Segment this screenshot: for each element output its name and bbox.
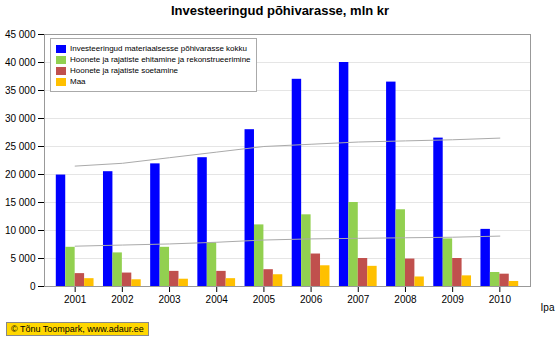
svg-text:15 000: 15 000 [5, 197, 36, 208]
svg-text:35 000: 35 000 [5, 85, 36, 96]
svg-text:2008: 2008 [394, 294, 417, 305]
svg-text:2005: 2005 [253, 294, 276, 305]
svg-text:25 000: 25 000 [5, 141, 36, 152]
svg-text:Ipa: Ipa [541, 302, 555, 313]
svg-text:2001: 2001 [64, 294, 87, 305]
html-text:© Tõnu Toompark, www.adaur.ee: © Tõnu Toompark, www.adaur.ee [11, 324, 144, 334]
svg-text:45 000: 45 000 [5, 29, 36, 40]
svg-text:2003: 2003 [158, 294, 181, 305]
svg-text:40 000: 40 000 [5, 57, 36, 68]
svg-text:2006: 2006 [300, 294, 323, 305]
html-text:Investeeringud materiaalsesse: Investeeringud materiaalsesse põhivarass… [70, 44, 247, 53]
svg-text:2009: 2009 [442, 294, 465, 305]
svg-text:2002: 2002 [111, 294, 134, 305]
svg-text:5 000: 5 000 [10, 253, 35, 264]
svg-text:10 000: 10 000 [5, 225, 36, 236]
svg-text:0: 0 [30, 281, 36, 292]
html-text:Maa: Maa [70, 77, 86, 86]
svg-text:2007: 2007 [347, 294, 370, 305]
html-text:Investeeringud põhivarasse, ml: Investeeringud põhivarasse, mln kr [170, 3, 390, 18]
svg-text:2004: 2004 [206, 294, 229, 305]
svg-text:20 000: 20 000 [5, 169, 36, 180]
html-text:Hoonete ja rajatiste ehitamine: Hoonete ja rajatiste ehitamine ja rekons… [70, 55, 251, 64]
svg-text:2010: 2010 [489, 294, 512, 305]
svg-text:30 000: 30 000 [5, 113, 36, 124]
html-text:Hoonete ja rajatiste soetamine: Hoonete ja rajatiste soetamine [70, 66, 179, 75]
